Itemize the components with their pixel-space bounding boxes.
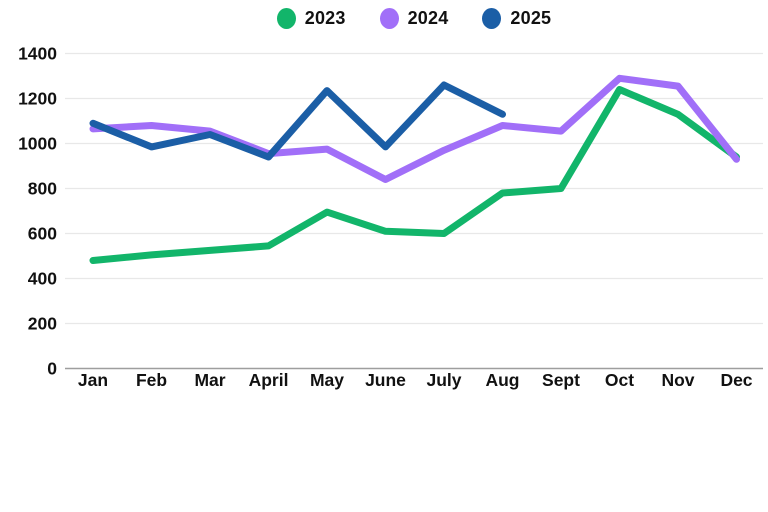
x-tick-label: May xyxy=(310,370,344,390)
y-tick-label: 0 xyxy=(47,359,57,379)
y-tick-label: 1000 xyxy=(18,134,57,154)
y-tick-label: 600 xyxy=(28,224,57,244)
x-tick-label: Oct xyxy=(605,370,634,390)
x-tick-label: Dec xyxy=(720,370,752,390)
x-tick-label: April xyxy=(249,370,289,390)
y-tick-label: 400 xyxy=(28,269,57,289)
x-tick-label: Sept xyxy=(542,370,580,390)
x-tick-label: Mar xyxy=(194,370,225,390)
series-line-2025 xyxy=(89,81,506,161)
x-tick-label: Jan xyxy=(78,370,108,390)
y-tick-label: 1400 xyxy=(18,44,57,64)
y-tick-label: 200 xyxy=(28,314,57,334)
series-line-2023 xyxy=(89,86,740,264)
series-line-2024 xyxy=(89,74,740,183)
x-tick-label: June xyxy=(365,370,406,390)
y-tick-label: 800 xyxy=(28,179,57,199)
x-tick-label: Aug xyxy=(485,370,519,390)
x-tick-label: July xyxy=(426,370,461,390)
y-tick-label: 1200 xyxy=(18,89,57,109)
x-tick-label: Feb xyxy=(136,370,167,390)
x-tick-label: Nov xyxy=(661,370,694,390)
